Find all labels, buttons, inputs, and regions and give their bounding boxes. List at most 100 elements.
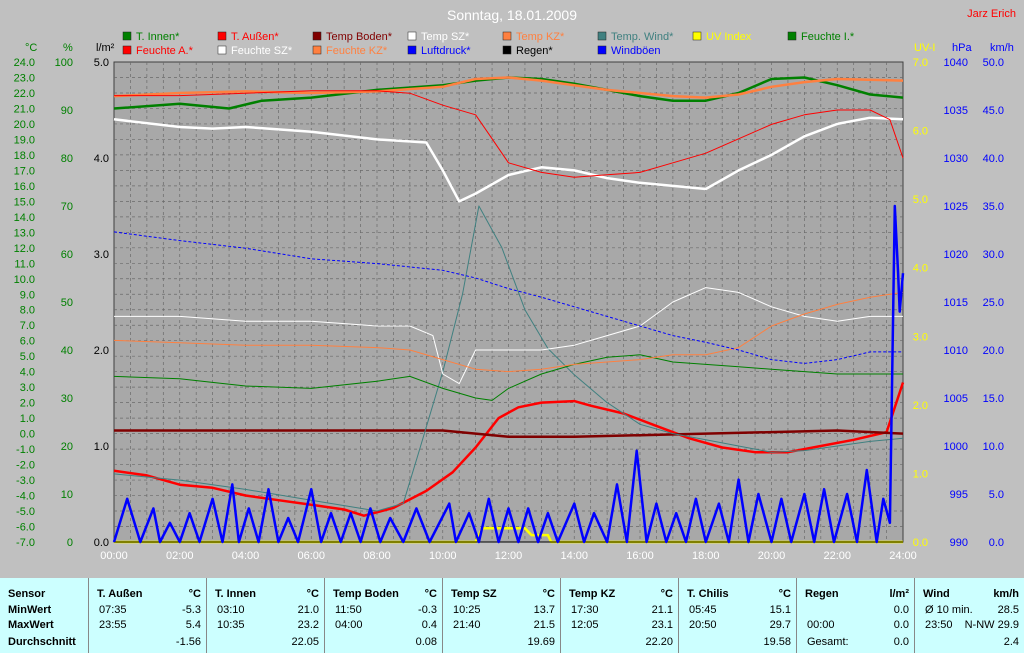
series-line-temp-boden- <box>114 429 904 438</box>
legend-swatch <box>122 45 132 55</box>
tick-label-temp: 22.0 <box>14 88 35 100</box>
summary-time: 07:35 <box>99 604 127 616</box>
legend-swatch <box>597 31 607 41</box>
x-tick-label: 06:00 <box>297 550 325 562</box>
summary-value: 22.20 <box>645 636 673 648</box>
summary-time: 12:05 <box>571 619 599 631</box>
x-tick-label: 20:00 <box>758 550 786 562</box>
tick-label-temp: -5.0 <box>16 506 35 518</box>
series-line-windb-en <box>112 204 905 544</box>
tick-label-pressure: 1000 <box>944 441 968 453</box>
tick-label-pressure: 1010 <box>944 345 968 357</box>
tick-label-rain: 2.0 <box>94 345 109 357</box>
x-tick-label: 02:00 <box>166 550 194 562</box>
legend-swatch <box>312 31 322 41</box>
legend-label: Feuchte A.* <box>136 45 194 57</box>
summary-block: T. Chilis °C 05:45 15.1 20:50 29.7 19.58 <box>678 578 797 653</box>
tick-label-temp: 11.0 <box>14 258 35 270</box>
tick-label-temp: 21.0 <box>14 103 35 115</box>
series-line-feuchte-i- <box>113 354 903 401</box>
tick-label-temp: -7.0 <box>16 537 35 549</box>
legend-swatch <box>407 31 417 41</box>
legend-swatch <box>787 31 797 41</box>
legend-swatch <box>122 31 132 41</box>
summary-value: -1.56 <box>175 636 201 648</box>
x-tick-label: 22:00 <box>823 550 851 562</box>
tick-label-temp: 18.0 <box>14 150 35 162</box>
summary-value: 23.2 <box>297 619 319 631</box>
summary-header: Sensor <box>8 588 46 600</box>
summary-block: Sensor MinWert MaxWert Durchschnitt <box>0 578 88 653</box>
tick-label-wind: 5.0 <box>989 489 1004 501</box>
legend-swatch <box>502 31 512 41</box>
summary-value: 21.0 <box>297 604 319 616</box>
summary-value: 21.5 <box>533 619 555 631</box>
summary-time: 23:55 <box>99 619 127 631</box>
summary-header: Temp SZ <box>451 588 497 600</box>
summary-unit: °C <box>542 588 555 600</box>
axis-unit-humidity: % <box>63 42 73 54</box>
summary-value: 23.1 <box>651 619 673 631</box>
tick-label-wind: 50.0 <box>983 57 1004 69</box>
tick-label-humidity: 70 <box>61 201 73 213</box>
series-line-temp-sz- <box>113 116 904 203</box>
x-tick-label: 10:00 <box>429 550 457 562</box>
summary-row-label: Durchschnitt <box>8 636 76 648</box>
summary-value: 0.0 <box>893 636 909 648</box>
tick-label-pressure: 1035 <box>944 105 968 117</box>
summary-row-label: MaxWert <box>8 619 54 631</box>
x-tick-label: 24:00 <box>889 550 917 562</box>
tick-label-temp: 17.0 <box>14 165 35 177</box>
tick-label-humidity: 10 <box>61 489 73 501</box>
tick-label-uv: 7.0 <box>913 57 928 69</box>
chart-title: Sonntag, 18.01.2009 <box>447 7 577 23</box>
summary-value: 15.1 <box>769 604 791 616</box>
summary-time: 00:00 <box>807 619 835 631</box>
axis-unit-pressure: hPa <box>952 42 972 54</box>
tick-label-pressure: 990 <box>950 537 968 549</box>
tick-label-humidity: 60 <box>61 249 73 261</box>
legend-label: Regen* <box>516 45 553 57</box>
series-line-feuchte-a- <box>114 90 904 178</box>
series-line-feuchte-sz- <box>114 287 903 385</box>
legend-swatch <box>692 31 702 41</box>
tick-label-humidity: 50 <box>61 297 73 309</box>
summary-header: Wind <box>923 588 950 600</box>
tick-label-temp: 15.0 <box>14 196 35 208</box>
summary-time: 05:45 <box>689 604 717 616</box>
tick-label-rain: 4.0 <box>94 153 109 165</box>
tick-label-temp: 8.0 <box>20 305 35 317</box>
x-tick-label: 12:00 <box>495 550 523 562</box>
summary-value: 0.0 <box>893 619 909 631</box>
summary-unit: °C <box>188 588 201 600</box>
legend-label: Temp SZ* <box>421 31 470 43</box>
summary-unit: l/m² <box>889 588 909 600</box>
tick-label-pressure: 1015 <box>944 297 968 309</box>
tick-label-temp: 5.0 <box>20 351 35 363</box>
summary-table: Sensor MinWert MaxWert Durchschnitt T. Außen… <box>0 578 1024 653</box>
tick-label-temp: 20.0 <box>14 119 35 131</box>
summary-block: Temp Boden °C 11:50 -0.3 04:00 0.4 0.08 <box>324 578 443 653</box>
tick-label-temp: 12.0 <box>14 243 35 255</box>
x-tick-label: 04:00 <box>232 550 260 562</box>
tick-label-rain: 3.0 <box>94 249 109 261</box>
x-tick-label: 08:00 <box>363 550 391 562</box>
tick-label-uv: 2.0 <box>913 400 928 412</box>
summary-value: 13.7 <box>533 604 555 616</box>
tick-label-uv: 6.0 <box>913 126 928 138</box>
summary-header: T. Innen <box>215 588 256 600</box>
summary-block: Wind km/h Ø 10 min. 28.5 23:50 N-NW 29.9 2.4 <box>914 578 1024 653</box>
tick-label-rain: 1.0 <box>94 441 109 453</box>
legend-label: Windböen <box>611 45 661 57</box>
summary-value: 21.1 <box>651 604 673 616</box>
tick-label-humidity: 30 <box>61 393 73 405</box>
summary-unit: °C <box>306 588 319 600</box>
tick-label-rain: 5.0 <box>94 57 109 69</box>
author-label: Jarz Erich <box>967 8 1016 20</box>
tick-label-temp: 10.0 <box>14 274 35 286</box>
tick-label-humidity: 80 <box>61 153 73 165</box>
tick-label-temp: -2.0 <box>16 460 35 472</box>
summary-value: 29.7 <box>769 619 791 631</box>
summary-row-label: MinWert <box>8 604 52 616</box>
x-tick-label: 18:00 <box>692 550 720 562</box>
